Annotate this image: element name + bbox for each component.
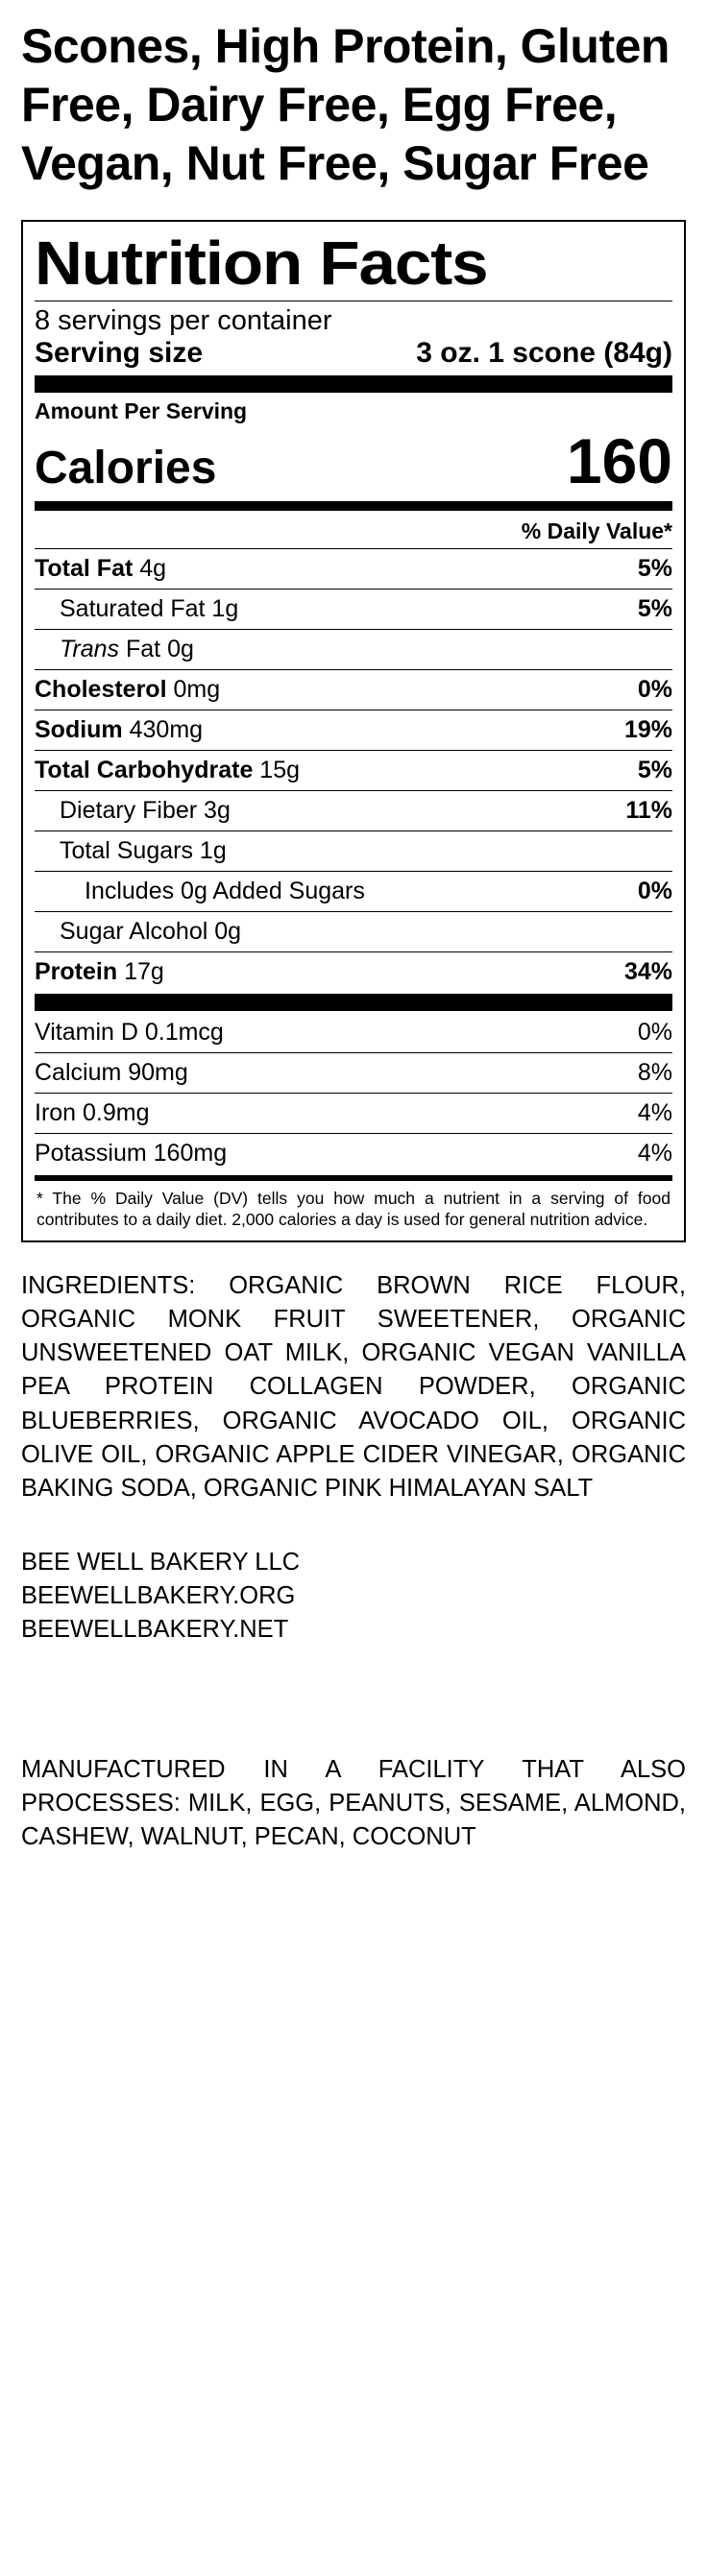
vitamin-pct: 0% xyxy=(638,1019,672,1047)
nutrient-label: Saturated Fat 1g xyxy=(35,595,238,623)
nutrient-row: Total Carbohydrate 15g 5% xyxy=(35,750,672,790)
nutrient-row: Includes 0g Added Sugars 0% xyxy=(35,871,672,911)
nutrients-list: Total Fat 4g 5% Saturated Fat 1g 5% Trans Fa… xyxy=(35,548,672,992)
nutrient-label: Total Carbohydrate 15g xyxy=(35,757,300,784)
serving-size-label: Serving size xyxy=(35,337,203,370)
calories-row: Calories 160 xyxy=(35,424,672,499)
vitamin-label: Iron 0.9mg xyxy=(35,1099,150,1127)
nutrient-row: Sugar Alcohol 0g xyxy=(35,911,672,951)
company-site-2: BEEWELLBAKERY.NET xyxy=(21,1613,686,1647)
nutrient-label: Trans Fat 0g xyxy=(35,636,194,663)
nutrient-row: Cholesterol 0mg 0% xyxy=(35,669,672,710)
nutrient-row: Total Fat 4g 5% xyxy=(35,548,672,589)
nutrient-label: Sodium 430mg xyxy=(35,716,203,744)
nf-heading: Nutrition Facts xyxy=(35,228,707,301)
product-title: Scones, High Protein, Gluten Free, Dairy… xyxy=(21,17,686,193)
nutrient-label: Total Fat 4g xyxy=(35,555,166,583)
nutrient-pct: 5% xyxy=(638,757,672,784)
nutrient-row: Sodium 430mg 19% xyxy=(35,710,672,750)
vitamin-row: Calcium 90mg 8% xyxy=(35,1052,672,1093)
nutrient-pct: 34% xyxy=(624,958,672,986)
serving-size-row: Serving size 3 oz. 1 scone (84g) xyxy=(35,337,672,373)
vitamins-list: Vitamin D 0.1mcg 0% Calcium 90mg 8% Iron 0.9… xyxy=(35,1013,672,1173)
ingredients: INGREDIENTS: ORGANIC BROWN RICE FLOUR, O… xyxy=(21,1269,686,1505)
nutrient-pct: 5% xyxy=(638,555,672,583)
vitamin-label: Vitamin D 0.1mcg xyxy=(35,1019,224,1047)
dv-footnote: * The % Daily Value (DV) tells you how m… xyxy=(35,1183,672,1233)
nutrient-label: Cholesterol 0mg xyxy=(35,676,220,704)
vitamin-pct: 8% xyxy=(638,1059,672,1087)
allergen-warning: MANUFACTURED IN A FACILITY THAT ALSO PRO… xyxy=(21,1753,686,1855)
nutrient-pct: 11% xyxy=(625,797,672,825)
vitamin-row: Vitamin D 0.1mcg 0% xyxy=(35,1013,672,1052)
nutrient-row: Trans Fat 0g xyxy=(35,629,672,669)
nutrient-row: Dietary Fiber 3g 11% xyxy=(35,790,672,831)
company-site-1: BEEWELLBAKERY.ORG xyxy=(21,1579,686,1613)
amount-per-serving: Amount Per Serving xyxy=(35,395,672,424)
serving-size-value: 3 oz. 1 scone (84g) xyxy=(416,337,672,370)
nutrient-label: Sugar Alcohol 0g xyxy=(35,918,241,946)
company-block: BEE WELL BAKERY LLC BEEWELLBAKERY.ORG BE… xyxy=(21,1546,686,1648)
vitamin-label: Calcium 90mg xyxy=(35,1059,188,1087)
vitamin-pct: 4% xyxy=(638,1099,672,1127)
nutrient-label: Includes 0g Added Sugars xyxy=(35,878,365,905)
vitamin-row: Potassium 160mg 4% xyxy=(35,1133,672,1173)
nutrient-row: Protein 17g 34% xyxy=(35,951,672,992)
servings-per-container: 8 servings per container xyxy=(35,301,672,337)
vitamin-label: Potassium 160mg xyxy=(35,1140,227,1168)
nutrient-pct: 0% xyxy=(638,878,672,905)
vitamin-pct: 4% xyxy=(638,1140,672,1168)
nutrient-pct: 5% xyxy=(638,595,672,623)
nutrient-row: Saturated Fat 1g 5% xyxy=(35,589,672,629)
nutrient-pct: 19% xyxy=(624,716,672,744)
nutrient-row: Total Sugars 1g xyxy=(35,831,672,871)
nutrient-label: Protein 17g xyxy=(35,958,164,986)
nutrition-facts-panel: Nutrition Facts 8 servings per container… xyxy=(21,220,686,1242)
daily-value-header: % Daily Value* xyxy=(35,513,672,548)
company-name: BEE WELL BAKERY LLC xyxy=(21,1546,686,1579)
nutrient-label: Dietary Fiber 3g xyxy=(35,797,231,825)
calories-label: Calories xyxy=(35,442,216,494)
vitamin-row: Iron 0.9mg 4% xyxy=(35,1093,672,1133)
nutrient-label: Total Sugars 1g xyxy=(35,837,227,865)
nutrient-pct: 0% xyxy=(638,676,672,704)
calories-value: 160 xyxy=(567,424,672,497)
